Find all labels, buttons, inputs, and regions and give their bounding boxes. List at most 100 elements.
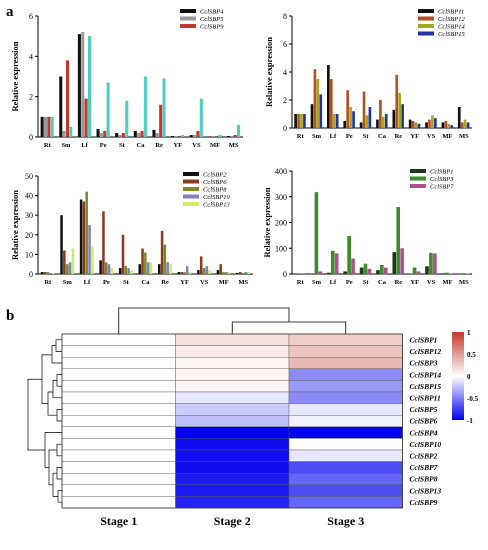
bar-cclsbp15 — [434, 118, 437, 128]
legend-label: CclSBP11 — [438, 9, 464, 16]
bar-cclsbp3 — [445, 272, 450, 274]
bar-cclsbp9 — [103, 130, 107, 137]
heatmap-cell — [61, 473, 176, 486]
bar-cclsbp3 — [380, 264, 384, 274]
bar-cclsbp10 — [166, 262, 169, 274]
heatmap-row-label: CclSBP4 — [410, 428, 438, 437]
heatmap-cell — [288, 461, 403, 474]
heatmap-cell — [61, 391, 176, 404]
x-tick-label: Rt — [297, 279, 305, 286]
x-tick-label: VS — [192, 142, 201, 149]
bar-cclsbp14 — [332, 114, 336, 128]
legend-label: CclSBP14 — [438, 24, 465, 31]
bar-cclsbp13 — [227, 272, 231, 274]
bar-cclsbp1 — [359, 267, 364, 274]
bar- — [143, 76, 147, 137]
bar-cclsbp8 — [163, 244, 167, 274]
y-tick-label: 0 — [29, 133, 33, 142]
bar-cclsbp6 — [82, 201, 86, 274]
bar-cclsbp14 — [349, 107, 352, 128]
bar-cclsbp12 — [428, 119, 431, 128]
x-tick-label: Rt — [44, 279, 52, 286]
x-tick-label: Rt — [44, 142, 52, 149]
bar-cclsbp8 — [222, 272, 225, 274]
bar-cclsbp4 — [226, 135, 231, 137]
heatmap-cell — [288, 391, 403, 404]
y-tick-label: 30 — [25, 211, 33, 220]
x-tick-label: MF — [219, 279, 229, 286]
legend-label: CclSBP10 — [203, 194, 230, 201]
legend-swatch — [183, 187, 199, 191]
colorbar — [452, 332, 464, 420]
dendro-branch — [56, 443, 62, 457]
colorbar-tick-label: 0 — [467, 373, 471, 381]
bar-cclsbp6 — [141, 248, 144, 274]
bar-cclsbp13 — [208, 270, 211, 274]
bar-cclsbp6 — [121, 234, 125, 274]
bar-cclsbp7 — [351, 258, 355, 274]
bar-cclsbp2 — [79, 199, 83, 274]
bar-cclsbp4 — [189, 134, 193, 137]
bar-chart-4: 0 100 200 300 400 Relative expression Rt Sm Lf Pe… — [262, 167, 472, 286]
heatmap-cell — [175, 449, 290, 462]
x-tick-label: Ca — [137, 142, 146, 149]
heatmap-cell — [175, 496, 290, 509]
heatmap-row-label: CclSBP15 — [410, 382, 442, 391]
bar-cclsbp9 — [121, 132, 125, 137]
dendro-branch — [51, 345, 62, 364]
heatmap-cell — [175, 391, 290, 404]
legend-label: CclSBP6 — [203, 179, 227, 186]
heatmap-cell — [61, 496, 176, 509]
y-tick-label: 0 — [283, 270, 287, 279]
dendro-branch — [231, 321, 347, 334]
bar-cclsbp2 — [138, 264, 141, 274]
bar-cclsbp15 — [303, 114, 306, 128]
legend-swatch — [180, 9, 196, 13]
bar-cclsbp6 — [180, 272, 183, 274]
bar-cclsbp10 — [244, 272, 248, 274]
bar-cclsbp11 — [310, 104, 314, 128]
bar-cclsbp12 — [379, 100, 382, 128]
x-tick-label: MF — [210, 142, 220, 149]
bar-cclsbp7 — [465, 273, 470, 274]
bar-cclsbp15 — [335, 114, 339, 128]
legend-label: CclSBP8 — [203, 187, 227, 194]
bar-cclsbp1 — [376, 270, 380, 274]
x-tick-label: YF — [410, 133, 419, 140]
heatmap-row-label: CclSBP8 — [410, 475, 438, 484]
bar-cclsbp3 — [396, 207, 401, 274]
heatmap-row-label: CclSBP11 — [410, 394, 441, 403]
heatmap-cell — [175, 438, 290, 451]
heatmap-cell — [61, 438, 176, 451]
bar-cclsbp15 — [450, 125, 454, 128]
bar-cclsbp5 — [193, 134, 197, 137]
bar-cclsbp7 — [433, 253, 437, 274]
bar-cclsbp3 — [412, 267, 417, 274]
bar-cclsbp3 — [461, 273, 466, 274]
bar-cclsbp9 — [159, 104, 163, 137]
heatmap-cell — [61, 426, 176, 439]
legend-swatch — [183, 179, 199, 184]
bar-cclsbp4 — [77, 34, 81, 137]
heatmap-row-label: CclSBP6 — [410, 417, 438, 426]
bar-cclsbp4 — [96, 128, 100, 137]
bar-chart-3: 0 10 20 30 40 50 Relative expression Rt Sm Lf Pe St… — [10, 172, 253, 286]
heatmap-cell — [61, 484, 176, 497]
legend-swatch — [410, 184, 426, 188]
heatmap-cell — [288, 368, 403, 381]
heatmap-cell — [288, 333, 403, 346]
dendro-branch — [56, 374, 62, 387]
y-tick-label: 6 — [29, 12, 33, 21]
dendro-branch — [56, 409, 62, 422]
bar-cclsbp4 — [152, 129, 156, 137]
x-tick-label: Lf — [330, 133, 337, 140]
bar-cclsbp11 — [343, 121, 347, 128]
bar-cclsbp14 — [300, 114, 303, 128]
bar- — [125, 100, 129, 137]
bar- — [87, 36, 91, 137]
y-tick-label: 400 — [275, 167, 287, 176]
x-tick-label: Re — [155, 142, 163, 149]
heatmap-cell — [61, 357, 176, 370]
